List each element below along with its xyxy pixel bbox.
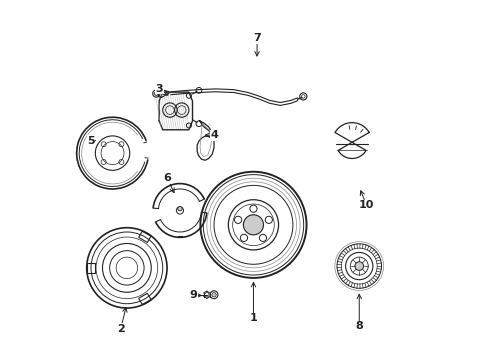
Text: 8: 8 bbox=[355, 321, 363, 331]
Text: 6: 6 bbox=[163, 173, 171, 183]
Text: 3: 3 bbox=[155, 84, 163, 94]
Text: 7: 7 bbox=[253, 33, 261, 43]
Text: 9: 9 bbox=[189, 291, 197, 301]
Text: 5: 5 bbox=[87, 136, 95, 145]
Circle shape bbox=[354, 262, 363, 270]
Circle shape bbox=[211, 293, 216, 297]
Text: 1: 1 bbox=[249, 313, 257, 323]
Text: 2: 2 bbox=[117, 324, 124, 334]
Text: 10: 10 bbox=[358, 200, 373, 210]
Circle shape bbox=[178, 207, 182, 211]
Circle shape bbox=[243, 215, 263, 235]
Text: 4: 4 bbox=[210, 130, 218, 140]
